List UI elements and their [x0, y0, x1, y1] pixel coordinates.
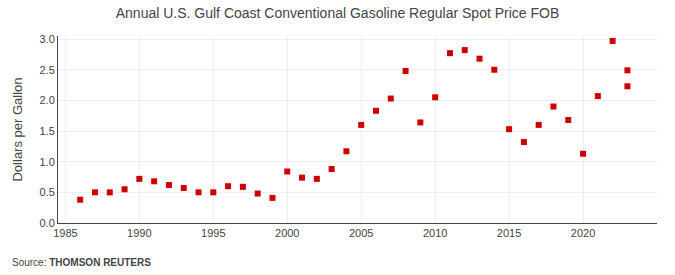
svg-text:1985: 1985	[53, 227, 77, 239]
svg-text:Source: THOMSON REUTERS: Source: THOMSON REUTERS	[12, 257, 151, 268]
svg-text:2005: 2005	[349, 227, 373, 239]
svg-text:2015: 2015	[497, 227, 521, 239]
svg-text:2000: 2000	[275, 227, 299, 239]
svg-text:2020: 2020	[571, 227, 595, 239]
svg-text:1990: 1990	[127, 227, 151, 239]
svg-text:3.0: 3.0	[40, 33, 55, 45]
svg-text:1995: 1995	[201, 227, 225, 239]
svg-text:1.5: 1.5	[40, 125, 55, 137]
svg-text:0.0: 0.0	[40, 217, 55, 229]
svg-text:1.0: 1.0	[40, 156, 55, 168]
svg-text:0.5: 0.5	[40, 186, 55, 198]
svg-text:Dollars per Gallon: Dollars per Gallon	[10, 77, 25, 181]
svg-text:2.0: 2.0	[40, 94, 55, 106]
svg-text:2010: 2010	[423, 227, 447, 239]
svg-text:2.5: 2.5	[40, 64, 55, 76]
svg-text:Annual U.S. Gulf Coast Convent: Annual U.S. Gulf Coast Conventional Gaso…	[116, 5, 560, 21]
